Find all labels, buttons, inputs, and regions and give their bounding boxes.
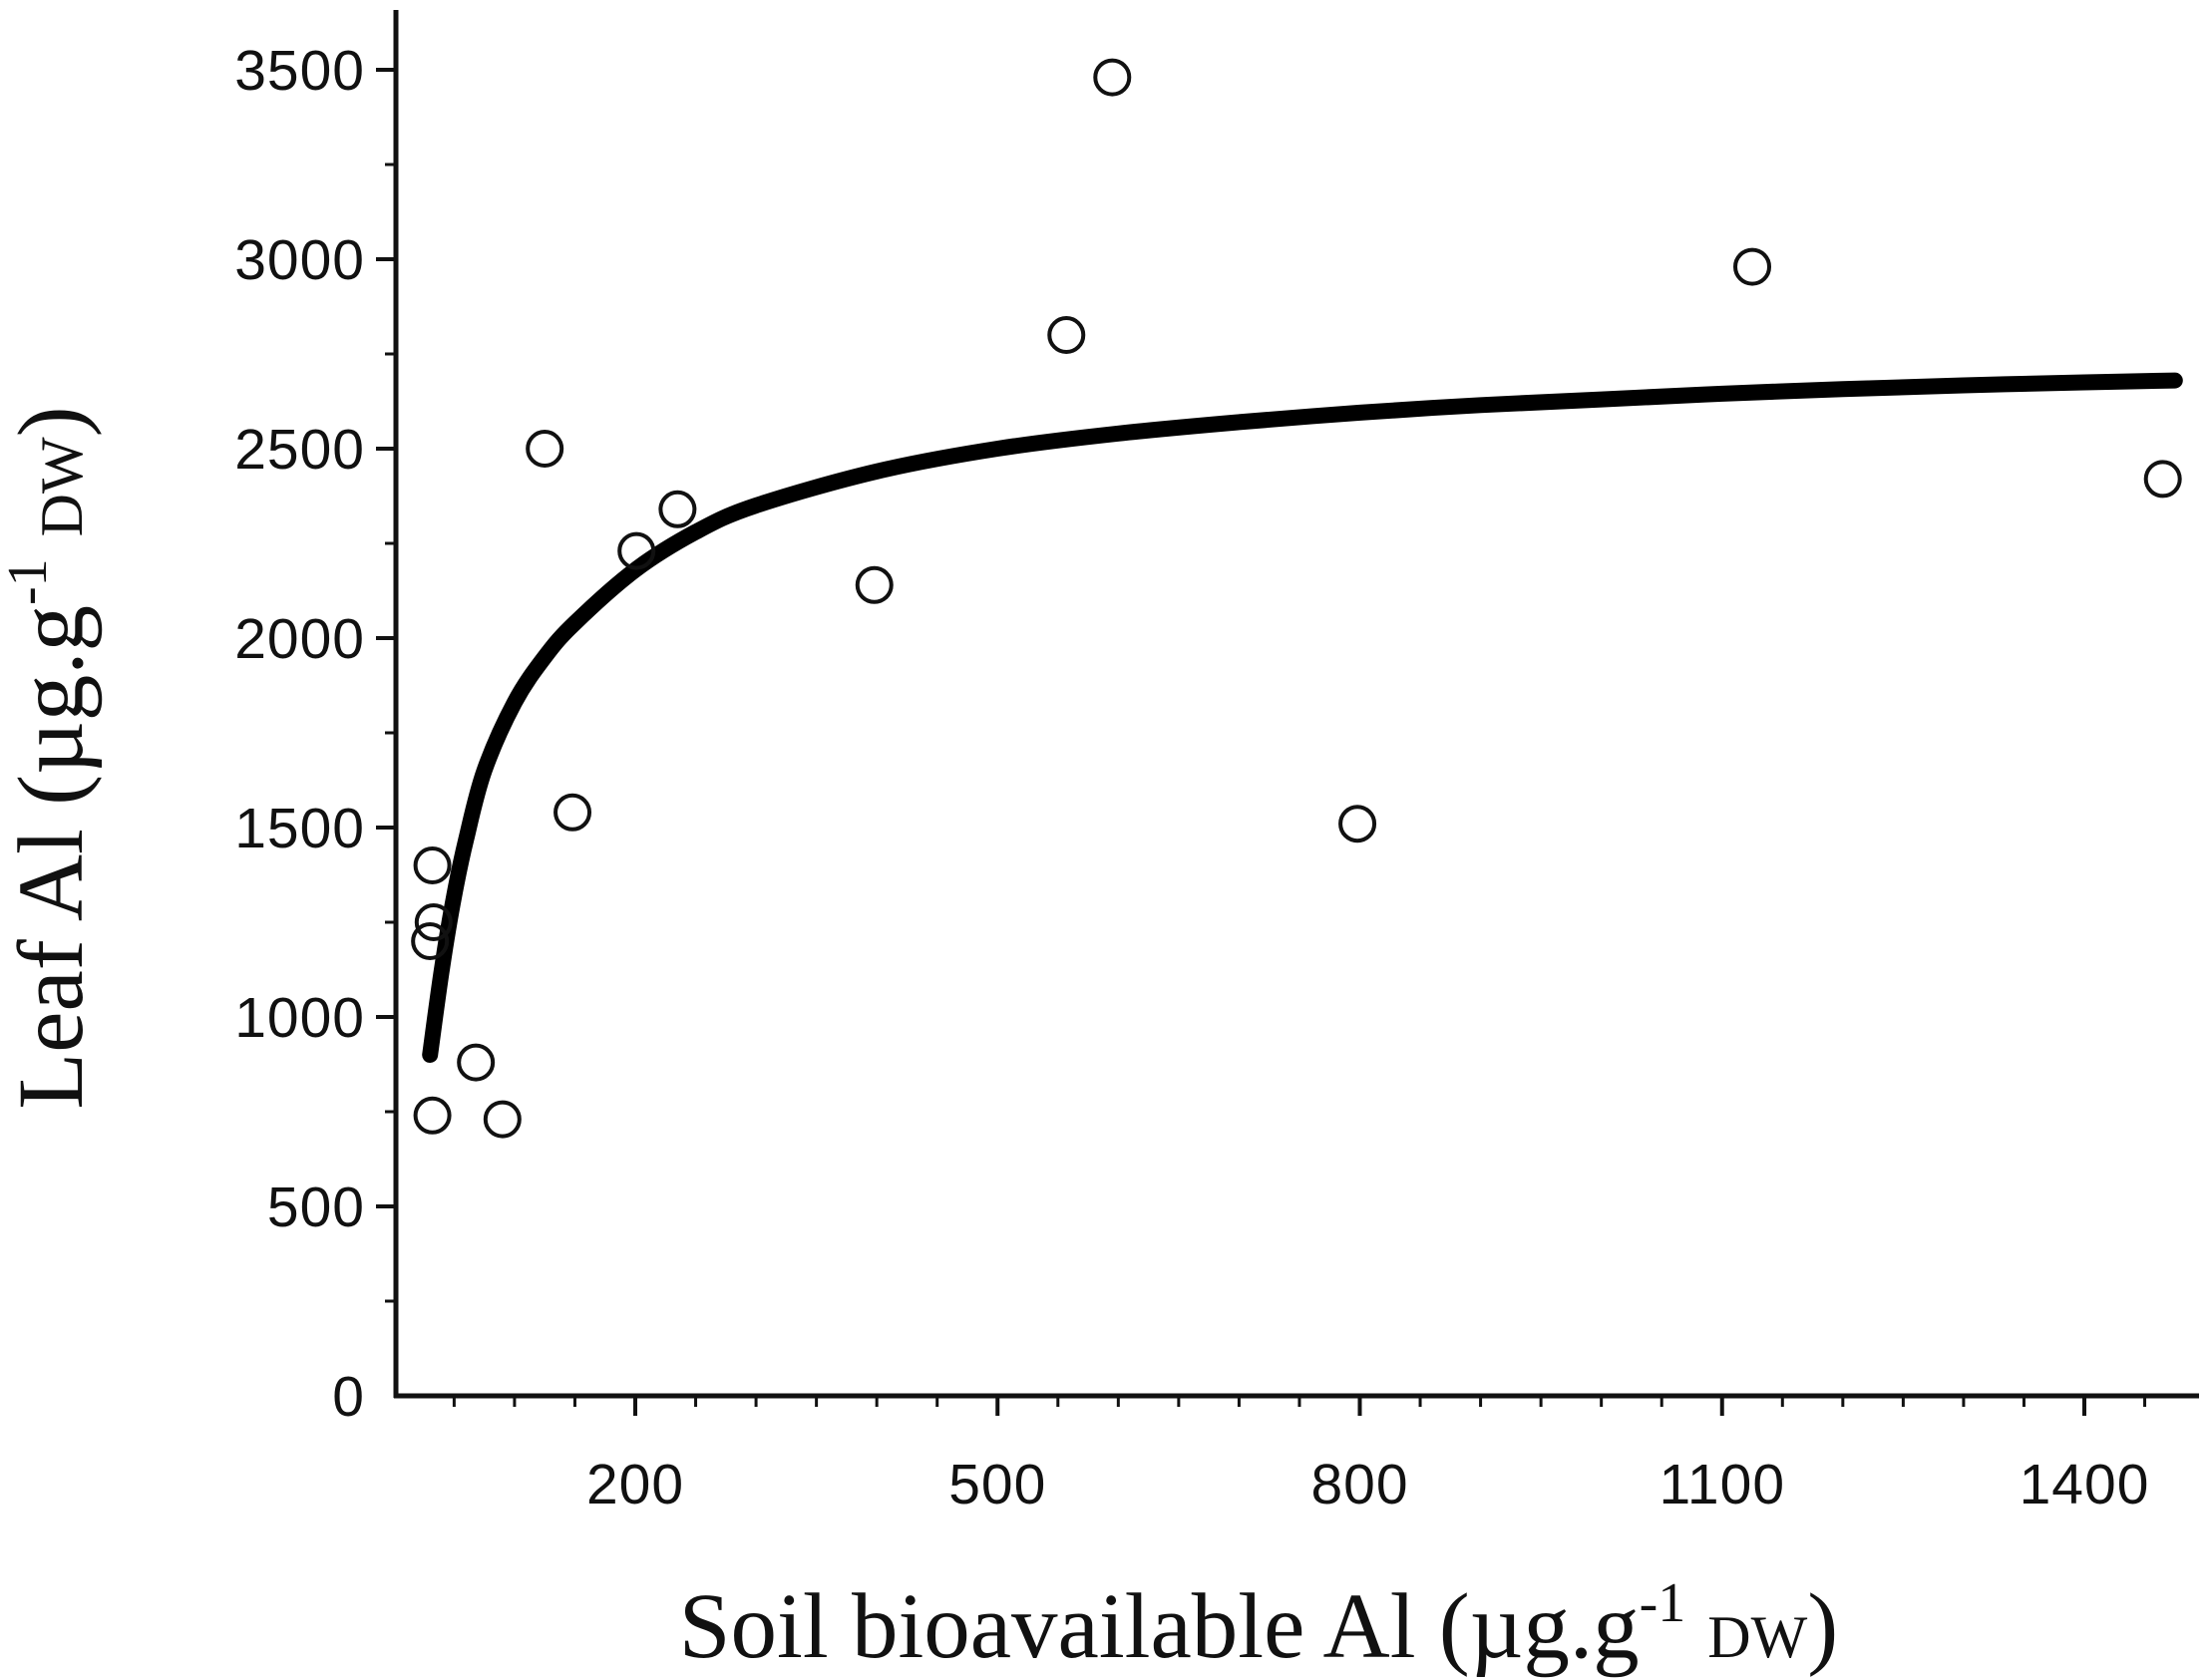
fit-curve [422, 372, 2183, 1063]
plot-area: 200 500 800 1100 1400 0 500 1000 1500 2000 2500 300… [234, 10, 2199, 1516]
data-point [457, 1043, 496, 1082]
y-tick-label: 2000 [234, 607, 365, 671]
y-tick-label: 3000 [234, 228, 365, 292]
data-point [526, 430, 564, 468]
x-tick-label: 500 [948, 1453, 1046, 1516]
data-point [1733, 247, 1772, 286]
axes-layer [393, 10, 2199, 1399]
x-tick-label: 1100 [1658, 1453, 1785, 1516]
data-point [411, 922, 450, 960]
x-tick-label: 200 [586, 1453, 684, 1516]
data-point [414, 903, 453, 941]
y-axis-title-superscript: -1 [0, 558, 59, 605]
y-tick-label: 1000 [234, 986, 365, 1050]
ticks-layer [376, 68, 2147, 1416]
y-tick-label: 3500 [234, 39, 365, 103]
x-axis-title-unit: DW [1707, 1604, 1807, 1670]
y-tick-label: 0 [332, 1365, 365, 1429]
data-point [553, 793, 592, 832]
y-axis-title: Leaf Al (µg.g-1 DW) [0, 406, 103, 1109]
x-tick-label: 1400 [2020, 1453, 2150, 1516]
data-point [2143, 460, 2182, 499]
x-axis-title-close: ) [1807, 1575, 1838, 1678]
data-point [413, 846, 452, 884]
data-point [413, 1096, 452, 1135]
y-tick-label: 1500 [234, 797, 365, 860]
data-point [1338, 805, 1377, 843]
data-point [617, 531, 656, 570]
data-point [855, 565, 894, 604]
y-axis-title-main: Leaf Al (µg.g [0, 605, 103, 1110]
data-point [658, 490, 697, 528]
x-tick-label: 800 [1310, 1453, 1408, 1516]
data-point [483, 1100, 522, 1139]
fit-curve-layer [422, 372, 2183, 1063]
data-point [1093, 58, 1132, 97]
x-axis-title-main: Soil bioavailable Al (µg.g [679, 1575, 1640, 1678]
data-point [1047, 316, 1086, 354]
y-tick-label: 2500 [234, 418, 365, 482]
y-axis-title-close: ) [0, 406, 103, 437]
tick-labels-layer: 200 500 800 1100 1400 0 500 1000 1500 2000 2500 300… [234, 39, 2150, 1516]
x-axis-title-superscript: -1 [1640, 1572, 1686, 1634]
y-tick-label: 500 [267, 1176, 365, 1239]
y-axis-title-unit: DW [29, 437, 95, 536]
x-axis-title: Soil bioavailable Al (µg.g-1 DW) [679, 1572, 1838, 1678]
data-points-layer [411, 58, 2182, 1139]
